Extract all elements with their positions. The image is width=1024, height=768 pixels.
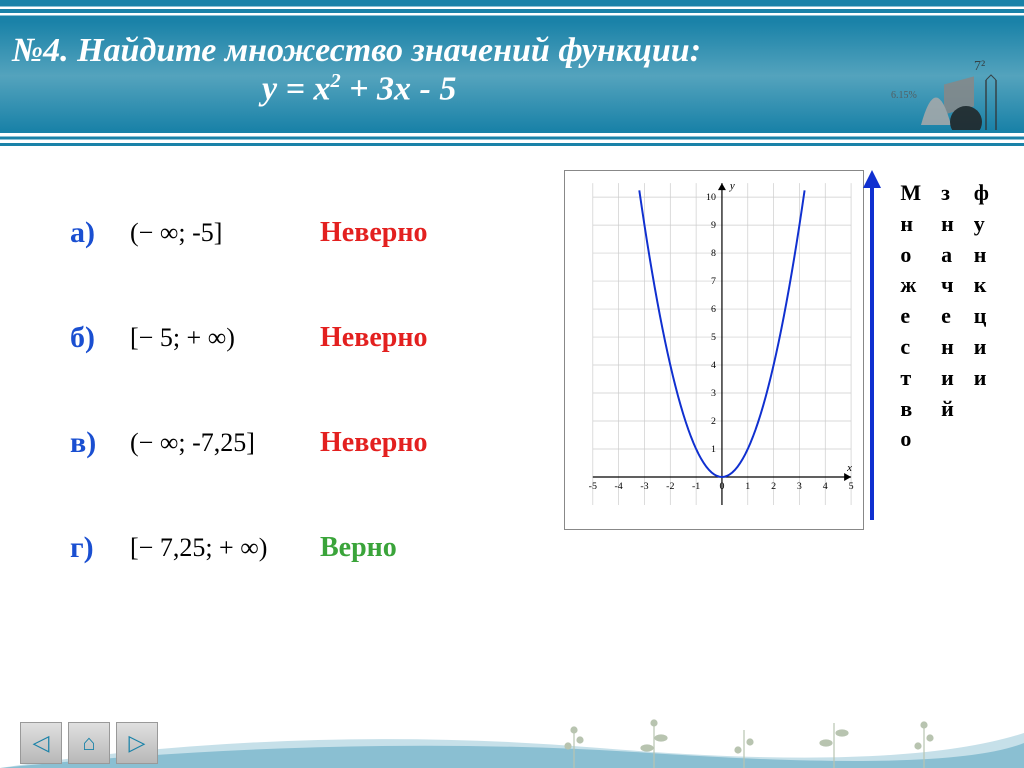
svg-text:3: 3 <box>797 481 802 492</box>
svg-text:7²: 7² <box>974 59 985 74</box>
plants-icon <box>514 708 1014 768</box>
range-label-char: з <box>931 178 964 209</box>
range-label-char: е <box>931 301 964 332</box>
top-stripes <box>0 0 1024 22</box>
answer-expression: [− 7,25; + ∞) <box>130 533 320 563</box>
svg-text:-5: -5 <box>589 481 597 492</box>
range-label-char: т <box>890 363 931 394</box>
svg-text:5: 5 <box>711 332 716 343</box>
range-label-char: с <box>890 332 931 363</box>
answers-list: а)(− ∞; -5]Неверноб)[− 5; + ∞)Невернов)(… <box>70 180 427 600</box>
range-label-text: Мзфннуоанжчкеецснитиивйо <box>890 178 999 455</box>
answer-expression: (− ∞; -7,25] <box>130 428 320 458</box>
svg-text:1: 1 <box>745 481 750 492</box>
answer-row: а)(− ∞; -5]Неверно <box>70 180 427 285</box>
home-button[interactable]: ⌂ <box>68 722 110 764</box>
answer-expression: [− 5; + ∞) <box>130 323 320 353</box>
range-label-char <box>964 424 999 455</box>
answer-verdict: Неверно <box>320 217 427 249</box>
svg-text:4: 4 <box>711 360 716 371</box>
svg-text:2: 2 <box>711 416 716 427</box>
svg-text:0: 0 <box>719 481 724 492</box>
range-label-char: М <box>890 178 931 209</box>
svg-text:1: 1 <box>711 444 716 455</box>
range-label-char <box>964 394 999 425</box>
title-line-1: №4. Найдите множество значений функции: <box>12 32 1024 70</box>
svg-text:8: 8 <box>711 248 716 259</box>
svg-text:3: 3 <box>711 388 716 399</box>
svg-text:-3: -3 <box>640 481 648 492</box>
answer-row: б)[− 5; + ∞)Неверно <box>70 285 427 390</box>
range-label-char: ц <box>964 301 999 332</box>
answer-letter[interactable]: в) <box>70 426 130 460</box>
svg-text:10: 10 <box>706 192 716 203</box>
range-label-char: н <box>964 240 999 271</box>
range-label-char: й <box>931 394 964 425</box>
range-label-char: н <box>890 209 931 240</box>
svg-text:-1: -1 <box>692 481 700 492</box>
range-label-char: ф <box>964 178 999 209</box>
answer-expression: (− ∞; -5] <box>130 218 320 248</box>
range-label-table: Мзфннуоанжчкеецснитиивйо <box>890 178 999 455</box>
nav-buttons: ◁ ⌂ ▷ <box>20 722 158 764</box>
range-label-char: н <box>931 332 964 363</box>
svg-text:-4: -4 <box>615 481 623 492</box>
svg-text:5: 5 <box>849 481 854 492</box>
content-area: а)(− ∞; -5]Неверноб)[− 5; + ∞)Невернов)(… <box>0 160 1024 708</box>
range-label-char: а <box>931 240 964 271</box>
answer-row: в)(− ∞; -7,25]Неверно <box>70 390 427 495</box>
range-label-char: к <box>964 270 999 301</box>
range-label-char: и <box>964 332 999 363</box>
range-label-char: у <box>964 209 999 240</box>
range-label-char: ч <box>931 270 964 301</box>
answer-verdict: Неверно <box>320 427 427 459</box>
svg-text:4: 4 <box>823 481 828 492</box>
answer-row: г)[− 7,25; + ∞)Верно <box>70 495 427 600</box>
answer-verdict: Верно <box>320 532 397 564</box>
under-stripes <box>0 130 1024 146</box>
range-label-char: о <box>890 240 931 271</box>
svg-text:9: 9 <box>711 220 716 231</box>
range-arrow-icon <box>863 170 881 520</box>
range-label-char <box>931 424 964 455</box>
answer-verdict: Неверно <box>320 322 427 354</box>
range-label-char: н <box>931 209 964 240</box>
svg-text:y: y <box>729 180 735 192</box>
range-label-char: ж <box>890 270 931 301</box>
math-clipart-icon: 6.15% 7² <box>886 50 1006 140</box>
range-label-char: о <box>890 424 931 455</box>
svg-text:6: 6 <box>711 304 716 315</box>
title-bar: №4. Найдите множество значений функции: … <box>0 22 1024 130</box>
svg-text:2: 2 <box>771 481 776 492</box>
svg-text:x: x <box>846 462 852 474</box>
range-label-char: в <box>890 394 931 425</box>
function-graph: -5 -4 -3 -2 -1 0 1 2 3 4 5 1 2 3 4 5 6 7 8 9 10 x y <box>564 170 864 530</box>
range-label-char: е <box>890 301 931 332</box>
answer-letter[interactable]: г) <box>70 531 130 565</box>
answer-letter[interactable]: а) <box>70 216 130 250</box>
prev-button[interactable]: ◁ <box>20 722 62 764</box>
svg-text:6.15%: 6.15% <box>891 90 917 101</box>
range-label-char: и <box>931 363 964 394</box>
svg-text:-2: -2 <box>666 481 674 492</box>
svg-text:7: 7 <box>711 276 716 287</box>
next-button[interactable]: ▷ <box>116 722 158 764</box>
bottom-bar: ◁ ⌂ ▷ <box>0 708 1024 768</box>
range-label-char: и <box>964 363 999 394</box>
answer-letter[interactable]: б) <box>70 321 130 355</box>
